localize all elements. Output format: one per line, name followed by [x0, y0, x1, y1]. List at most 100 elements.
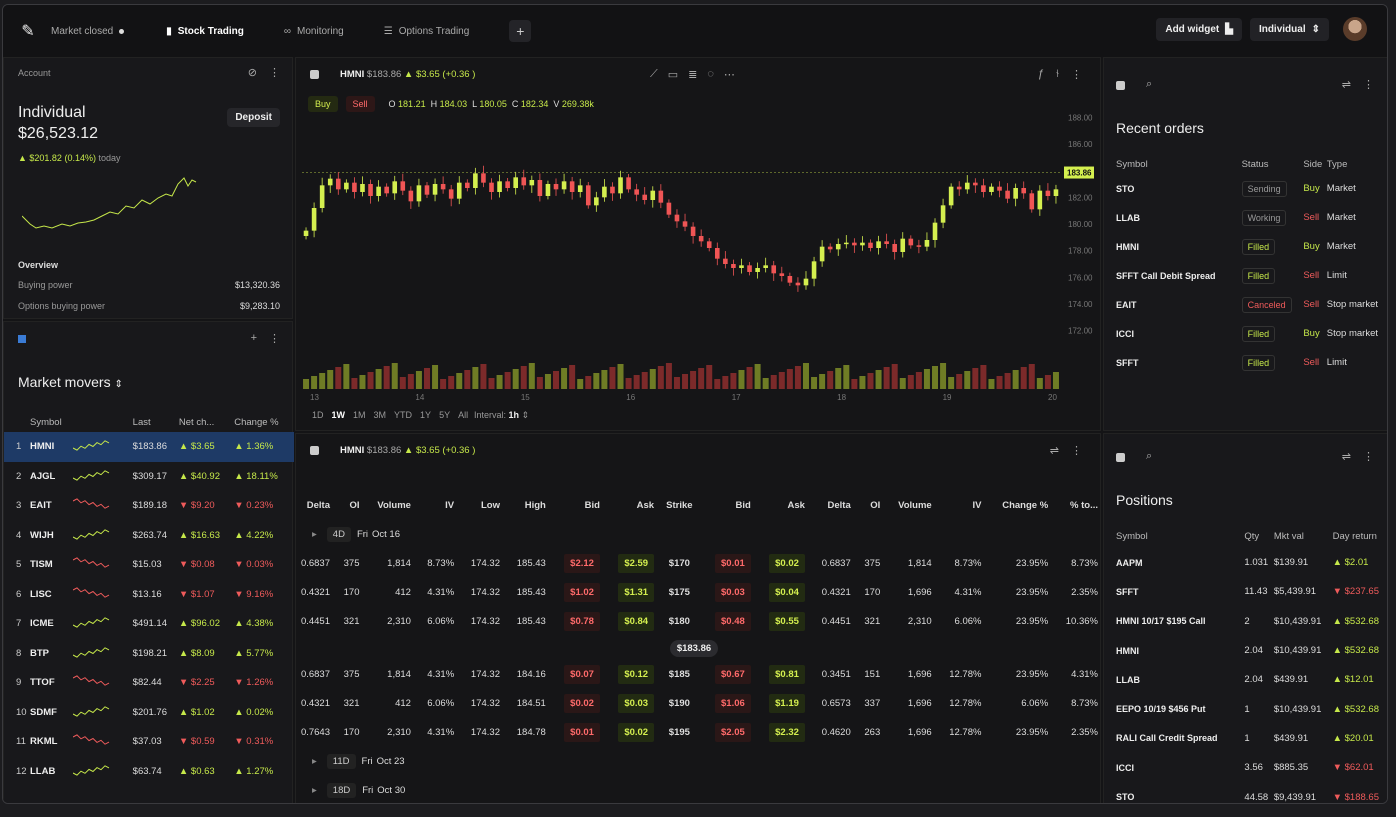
col-change-pct[interactable]: Change % — [234, 416, 279, 428]
candle-body[interactable] — [577, 185, 583, 192]
table-row[interactable]: 0.7643 170 2,310 4.31% 174.32 184.78 $0.01 $0.0… — [296, 718, 1102, 747]
table-row[interactable]: STO 44.58 $9,439.91 ▼ $188.65 — [1104, 782, 1387, 803]
candle-body[interactable] — [545, 184, 551, 196]
fib-tool-icon[interactable]: ≣ — [688, 69, 698, 81]
add-tab-button[interactable]: + — [509, 20, 532, 42]
candle-body[interactable] — [787, 276, 793, 283]
candle-body[interactable] — [755, 268, 760, 272]
candle-body[interactable] — [956, 186, 962, 190]
candle-body[interactable] — [714, 248, 720, 259]
function-icon[interactable]: ƒ — [1038, 68, 1045, 80]
col-volume[interactable]: Volume — [377, 499, 411, 511]
candle-body[interactable] — [747, 265, 752, 272]
table-row[interactable]: 8 BTP $198.21 ▲ $8.09 ▲ 5.77% — [4, 639, 294, 669]
ask-price[interactable]: $1.19 — [769, 694, 805, 713]
bid-price[interactable]: $2.12 — [564, 554, 600, 573]
bid-price[interactable]: $0.02 — [564, 694, 600, 713]
buy-button[interactable]: Buy — [308, 96, 338, 112]
candle-body[interactable] — [360, 184, 365, 192]
table-row[interactable]: RALI Call Credit Spread 1 $439.91 ▲ $20.01 — [1104, 724, 1387, 753]
more-icon[interactable]: ⋮ — [269, 333, 280, 345]
ask-price[interactable]: $2.59 — [618, 554, 655, 573]
candle-body[interactable] — [868, 242, 873, 248]
chart-symbol[interactable]: HMNI — [340, 69, 365, 80]
candle-body[interactable] — [327, 178, 333, 186]
candle-body[interactable] — [1045, 190, 1051, 196]
expiration-group[interactable]: ▸ 11D Fri Oct 23 — [296, 747, 1102, 776]
candle-body[interactable] — [706, 241, 712, 248]
col-last[interactable]: Last — [132, 416, 151, 428]
candle-body[interactable] — [585, 185, 591, 206]
indicators-icon[interactable]: ⫮ — [1056, 68, 1059, 80]
link-icon[interactable] — [1116, 453, 1125, 462]
expiration-row[interactable]: ▸ 11D Fri Oct 23 — [296, 747, 1102, 776]
more-icon[interactable]: ⋮ — [1363, 451, 1374, 463]
table-row[interactable]: 0.4321 321 412 6.06% 174.32 184.51 $0.02 $0.03 $… — [296, 689, 1102, 718]
candle-body[interactable] — [771, 265, 777, 274]
table-row[interactable]: 2 AJGL $309.17 ▲ $40.92 ▲ 18.11% — [4, 462, 294, 492]
candle-body[interactable] — [384, 186, 389, 194]
candle-body[interactable] — [852, 242, 857, 246]
candle-body[interactable] — [352, 182, 357, 192]
more-icon[interactable]: ⋮ — [1363, 79, 1374, 91]
eye-off-icon[interactable]: ⊘ — [247, 67, 257, 79]
table-row[interactable]: 7 ICME $491.14 ▲ $96.02 ▲ 4.38% — [4, 609, 294, 639]
candle-body[interactable] — [811, 261, 817, 279]
col-mkt-val[interactable]: Mkt val — [1273, 530, 1304, 542]
col-high[interactable]: High — [524, 499, 546, 511]
avatar[interactable] — [1343, 17, 1367, 41]
candle-body[interactable] — [698, 236, 704, 242]
range-1w[interactable]: 1W — [331, 410, 346, 420]
candle-body[interactable] — [924, 240, 930, 247]
bid-price[interactable]: $0.48 — [715, 612, 751, 631]
table-row[interactable]: SFFT 11.43 $5,439.91 ▼ $237.65 — [1104, 577, 1387, 606]
col-bid[interactable]: Bid — [584, 499, 600, 511]
filter-icon[interactable]: ⇌ — [1341, 451, 1351, 463]
deposit-button[interactable]: Deposit — [227, 108, 280, 127]
candle-body[interactable] — [561, 181, 567, 190]
col-volume[interactable]: Volume — [898, 499, 932, 511]
ask-price[interactable]: $0.02 — [769, 554, 805, 573]
bid-price[interactable]: $1.02 — [564, 583, 600, 602]
candle-body[interactable] — [465, 182, 470, 188]
range-3m[interactable]: 3M — [373, 410, 387, 420]
panel-title[interactable]: Market movers ⇕ — [18, 374, 123, 390]
bid-price[interactable]: $0.78 — [564, 612, 600, 631]
table-row[interactable]: 1 HMNI $183.86 ▲ $3.65 ▲ 1.36% — [4, 432, 294, 462]
candle-body[interactable] — [844, 242, 849, 245]
candle-body[interactable] — [344, 182, 349, 190]
sell-button[interactable]: Sell — [345, 96, 375, 112]
add-widget-button[interactable]: Add widget ▙ — [1156, 17, 1242, 41]
candle-body[interactable] — [1037, 190, 1043, 210]
table-row[interactable]: EAIT Canceled Sell Stop market — [1104, 290, 1387, 319]
col-ask[interactable]: Ask — [787, 499, 805, 511]
candle-body[interactable] — [618, 177, 623, 194]
table-row[interactable]: HMNI Filled Buy Market — [1104, 232, 1387, 261]
table-row[interactable]: ICCI 3.56 $885.35 ▼ $62.01 — [1104, 753, 1387, 782]
ask-price[interactable]: $1.31 — [618, 583, 655, 602]
link-icon[interactable] — [1116, 81, 1125, 90]
ask-price[interactable]: $2.32 — [769, 723, 805, 742]
col-side[interactable]: Side — [1303, 158, 1323, 170]
table-row[interactable]: 0.6837 375 1,814 4.31% 174.32 184.16 $0.07 $0.1… — [296, 660, 1102, 689]
expiration-group[interactable]: ▸ 18D Fri Oct 30 — [296, 776, 1102, 803]
line-tool-icon[interactable]: ⟋ — [650, 68, 658, 80]
bid-price[interactable]: $0.67 — [715, 665, 751, 684]
candle-body[interactable] — [400, 181, 406, 191]
candle-body[interactable] — [650, 190, 656, 200]
candle-body[interactable] — [997, 186, 1002, 191]
candle-body[interactable] — [481, 173, 486, 183]
candle-body[interactable] — [763, 265, 768, 268]
table-row[interactable]: LLAB 2.04 $439.91 ▲ $12.01 — [1104, 665, 1387, 694]
candle-body[interactable] — [1053, 189, 1059, 196]
candle-body[interactable] — [569, 181, 575, 192]
col-bid[interactable]: Bid — [735, 499, 751, 511]
options-symbol[interactable]: HMNI — [340, 445, 365, 456]
candle-body[interactable] — [537, 180, 543, 196]
candle-body[interactable] — [827, 246, 833, 250]
rectangle-tool-icon[interactable]: ▭ — [667, 69, 679, 81]
col-delta[interactable]: Delta — [306, 499, 330, 511]
candle-body[interactable] — [981, 185, 986, 192]
candle-body[interactable] — [505, 181, 510, 188]
range-ytd[interactable]: YTD — [394, 410, 413, 420]
